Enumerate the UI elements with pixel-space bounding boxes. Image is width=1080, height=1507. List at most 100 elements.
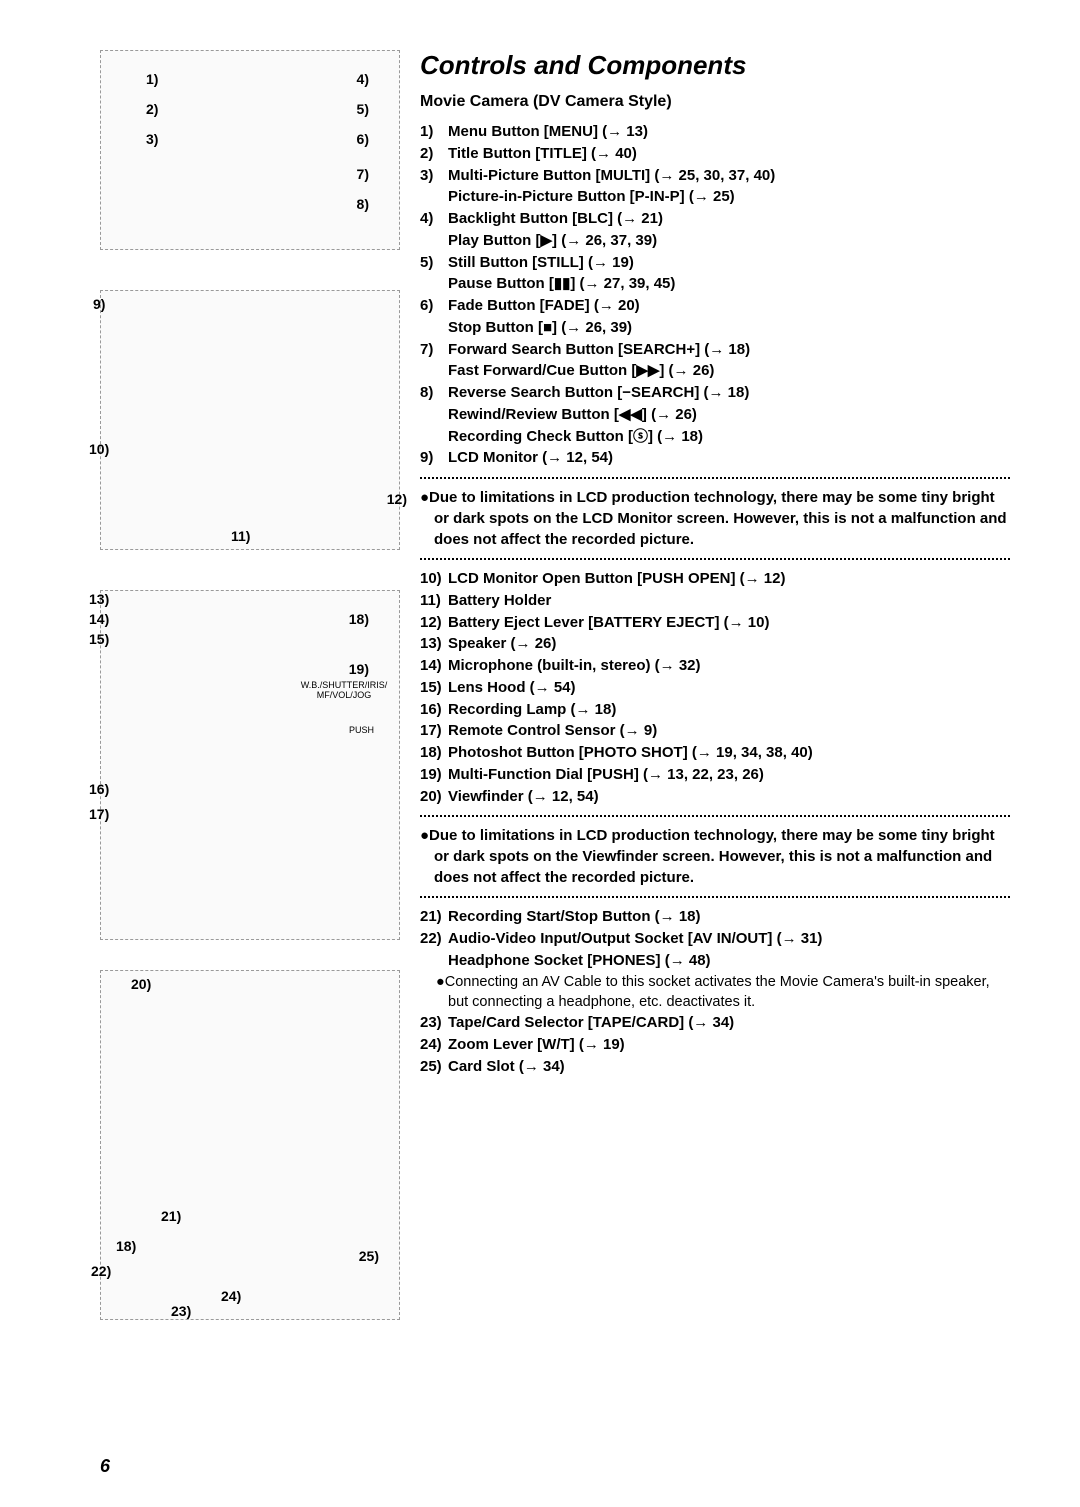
callout-2: 2) <box>146 101 158 117</box>
item-number: 6) <box>420 295 448 317</box>
item-number: 3) <box>420 165 448 187</box>
list-item: 25)Card Slot (→ 34) <box>420 1056 1010 1078</box>
item-number <box>420 404 448 426</box>
callout-8: 8) <box>357 196 369 212</box>
item-text: LCD Monitor (→ 12, 54) <box>448 447 1010 469</box>
list-item: Headphone Socket [PHONES] (→ 48) <box>420 950 1010 972</box>
callout-1: 1) <box>146 71 158 87</box>
list-item: Rewind/Review Button [◀◀] (→ 26) <box>420 404 1010 426</box>
list-item: 9)LCD Monitor (→ 12, 54) <box>420 447 1010 469</box>
page-number: 6 <box>100 1456 110 1477</box>
item-text: Menu Button [MENU] (→ 13) <box>448 121 1010 143</box>
text-column: Controls and Components Movie Camera (DV… <box>420 50 1020 1350</box>
item-number: 17) <box>420 720 448 742</box>
item-number: 8) <box>420 382 448 404</box>
list-item: 7)Forward Search Button [SEARCH+] (→ 18) <box>420 339 1010 361</box>
callout-21b: 21) <box>161 1208 181 1224</box>
item-text: Viewfinder (→ 12, 54) <box>448 786 1010 808</box>
diagram-back-view: 20) 21) 18) 22) 23) 24) 25) <box>100 970 400 1320</box>
list-item: Stop Button [■] (→ 26, 39) <box>420 317 1010 339</box>
item-text: Picture-in-Picture Button [P-IN-P] (→ 25… <box>448 186 1010 208</box>
list-item: 2)Title Button [TITLE] (→ 40) <box>420 143 1010 165</box>
item-text: Title Button [TITLE] (→ 40) <box>448 143 1010 165</box>
item-text: Fast Forward/Cue Button [▶▶] (→ 26) <box>448 360 1010 382</box>
list-item: 1)Menu Button [MENU] (→ 13) <box>420 121 1010 143</box>
item-text: Recording Lamp (→ 18) <box>448 699 1010 721</box>
diagram-lcd-open: 9) 10) 11) 12) <box>100 290 400 550</box>
item-number: 19) <box>420 764 448 786</box>
divider <box>420 477 1010 479</box>
item-text: Backlight Button [BLC] (→ 21) <box>448 208 1010 230</box>
list-item: 13)Speaker (→ 26) <box>420 633 1010 655</box>
list-item: 17)Remote Control Sensor (→ 9) <box>420 720 1010 742</box>
item-number: 14) <box>420 655 448 677</box>
list-item: 19)Multi-Function Dial [PUSH] (→ 13, 22,… <box>420 764 1010 786</box>
item-text: Audio-Video Input/Output Socket [AV IN/O… <box>448 928 1010 950</box>
item-text: Multi-Picture Button [MULTI] (→ 25, 30, … <box>448 165 1010 187</box>
callout-10: 10) <box>89 441 109 457</box>
list-item: 5)Still Button [STILL] (→ 19) <box>420 252 1010 274</box>
item-number <box>420 186 448 208</box>
item-number: 13) <box>420 633 448 655</box>
item-number: 4) <box>420 208 448 230</box>
item-number <box>420 360 448 382</box>
list-item: 8)Reverse Search Button [−SEARCH] (→ 18) <box>420 382 1010 404</box>
item-text: Stop Button [■] (→ 26, 39) <box>448 317 1010 339</box>
list-item: 24)Zoom Lever [W/T] (→ 19) <box>420 1034 1010 1056</box>
list-item: 4)Backlight Button [BLC] (→ 21) <box>420 208 1010 230</box>
list-item: 23)Tape/Card Selector [TAPE/CARD] (→ 34) <box>420 1012 1010 1034</box>
item-number <box>420 273 448 295</box>
callout-6: 6) <box>357 131 369 147</box>
list-item: Recording Check Button [ⓢ] (→ 18) <box>420 426 1010 448</box>
controls-list-1: 1)Menu Button [MENU] (→ 13)2)Title Butto… <box>420 121 1010 469</box>
item-number: 1) <box>420 121 448 143</box>
item-number: 22) <box>420 928 448 950</box>
av-cable-subnote: ●Connecting an AV Cable to this socket a… <box>420 972 1010 1013</box>
item-number: 5) <box>420 252 448 274</box>
item-number: 7) <box>420 339 448 361</box>
list-item: 18)Photoshot Button [PHOTO SHOT] (→ 19, … <box>420 742 1010 764</box>
item-number: 15) <box>420 677 448 699</box>
callout-25: 25) <box>359 1248 379 1264</box>
item-text: Forward Search Button [SEARCH+] (→ 18) <box>448 339 1010 361</box>
item-text: Rewind/Review Button [◀◀] (→ 26) <box>448 404 1010 426</box>
item-text: LCD Monitor Open Button [PUSH OPEN] (→ 1… <box>448 568 1010 590</box>
divider <box>420 815 1010 817</box>
item-number: 10) <box>420 568 448 590</box>
list-item: 21)Recording Start/Stop Button (→ 18) <box>420 906 1010 928</box>
item-text: Recording Check Button [ⓢ] (→ 18) <box>448 426 1010 448</box>
item-text: Remote Control Sensor (→ 9) <box>448 720 1010 742</box>
callout-4: 4) <box>357 71 369 87</box>
callout-24: 24) <box>221 1288 241 1304</box>
list-item: Pause Button [▮▮] (→ 27, 39, 45) <box>420 273 1010 295</box>
item-text: Battery Holder <box>448 590 1010 612</box>
item-text: Lens Hood (→ 54) <box>448 677 1010 699</box>
callout-20: 20) <box>131 976 151 992</box>
lcd-note: ●Due to limitations in LCD production te… <box>420 487 1010 550</box>
callout-7: 7) <box>357 166 369 182</box>
diagram-front-view: 13) 14) 15) 16) 17) 18) 19) W.B./SHUTTER… <box>100 590 400 940</box>
list-item: 20)Viewfinder (→ 12, 54) <box>420 786 1010 808</box>
callout-18b: 18) <box>116 1238 136 1254</box>
item-number: 23) <box>420 1012 448 1034</box>
subtitle: Movie Camera (DV Camera Style) <box>420 93 1010 111</box>
item-number <box>420 950 448 972</box>
item-number: 24) <box>420 1034 448 1056</box>
callout-14: 14) <box>89 611 109 627</box>
item-number: 18) <box>420 742 448 764</box>
item-number: 2) <box>420 143 448 165</box>
item-text: Microphone (built-in, stereo) (→ 32) <box>448 655 1010 677</box>
item-text: Zoom Lever [W/T] (→ 19) <box>448 1034 1010 1056</box>
list-item: Picture-in-Picture Button [P-IN-P] (→ 25… <box>420 186 1010 208</box>
item-text: Reverse Search Button [−SEARCH] (→ 18) <box>448 382 1010 404</box>
divider <box>420 558 1010 560</box>
controls-list-2: 10)LCD Monitor Open Button [PUSH OPEN] (… <box>420 568 1010 807</box>
callout-13: 13) <box>89 591 109 607</box>
callout-15: 15) <box>89 631 109 647</box>
list-item: Fast Forward/Cue Button [▶▶] (→ 26) <box>420 360 1010 382</box>
item-text: Photoshot Button [PHOTO SHOT] (→ 19, 34,… <box>448 742 1010 764</box>
page-title: Controls and Components <box>420 50 1010 81</box>
item-text: Headphone Socket [PHONES] (→ 48) <box>448 950 1010 972</box>
item-number: 9) <box>420 447 448 469</box>
item-number: 20) <box>420 786 448 808</box>
